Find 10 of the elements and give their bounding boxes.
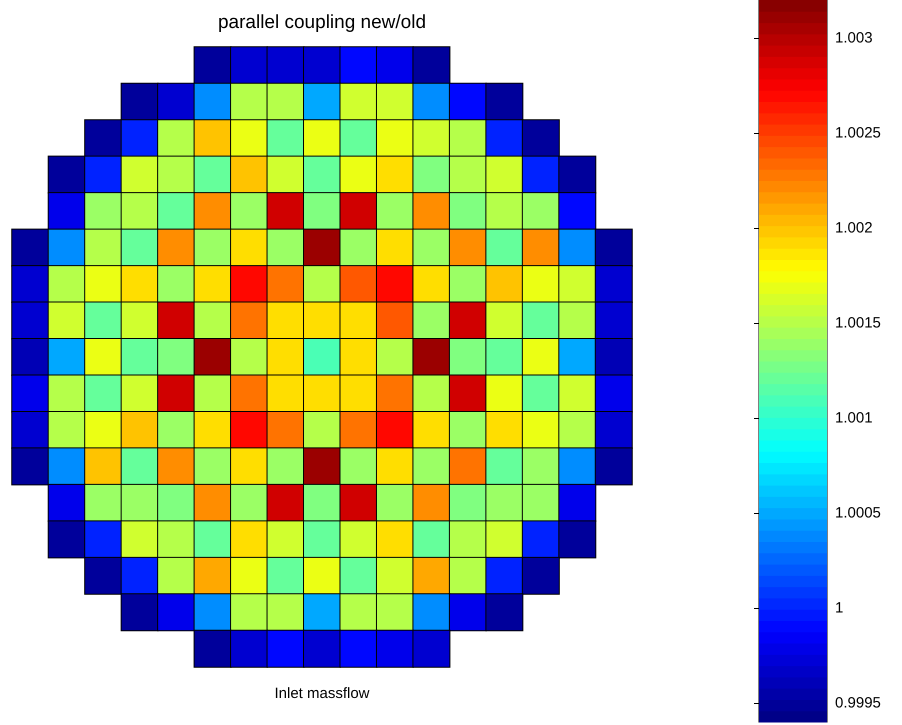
- chart-title: parallel coupling new/old: [218, 12, 426, 33]
- color-bar-label: 1: [835, 600, 844, 616]
- color-bar-label: 1.0025: [835, 124, 881, 142]
- color-bar-label: 1.0015: [835, 314, 881, 332]
- color-bar-label: 1.001: [835, 410, 873, 426]
- color-bar-label: 0.9995: [835, 694, 881, 712]
- x-axis-title: Inlet massflow: [274, 685, 370, 702]
- color-bar-label: 1.0005: [835, 504, 881, 522]
- color-bar-label: 1.002: [835, 220, 873, 236]
- color-bar-label: 1.003: [835, 30, 873, 46]
